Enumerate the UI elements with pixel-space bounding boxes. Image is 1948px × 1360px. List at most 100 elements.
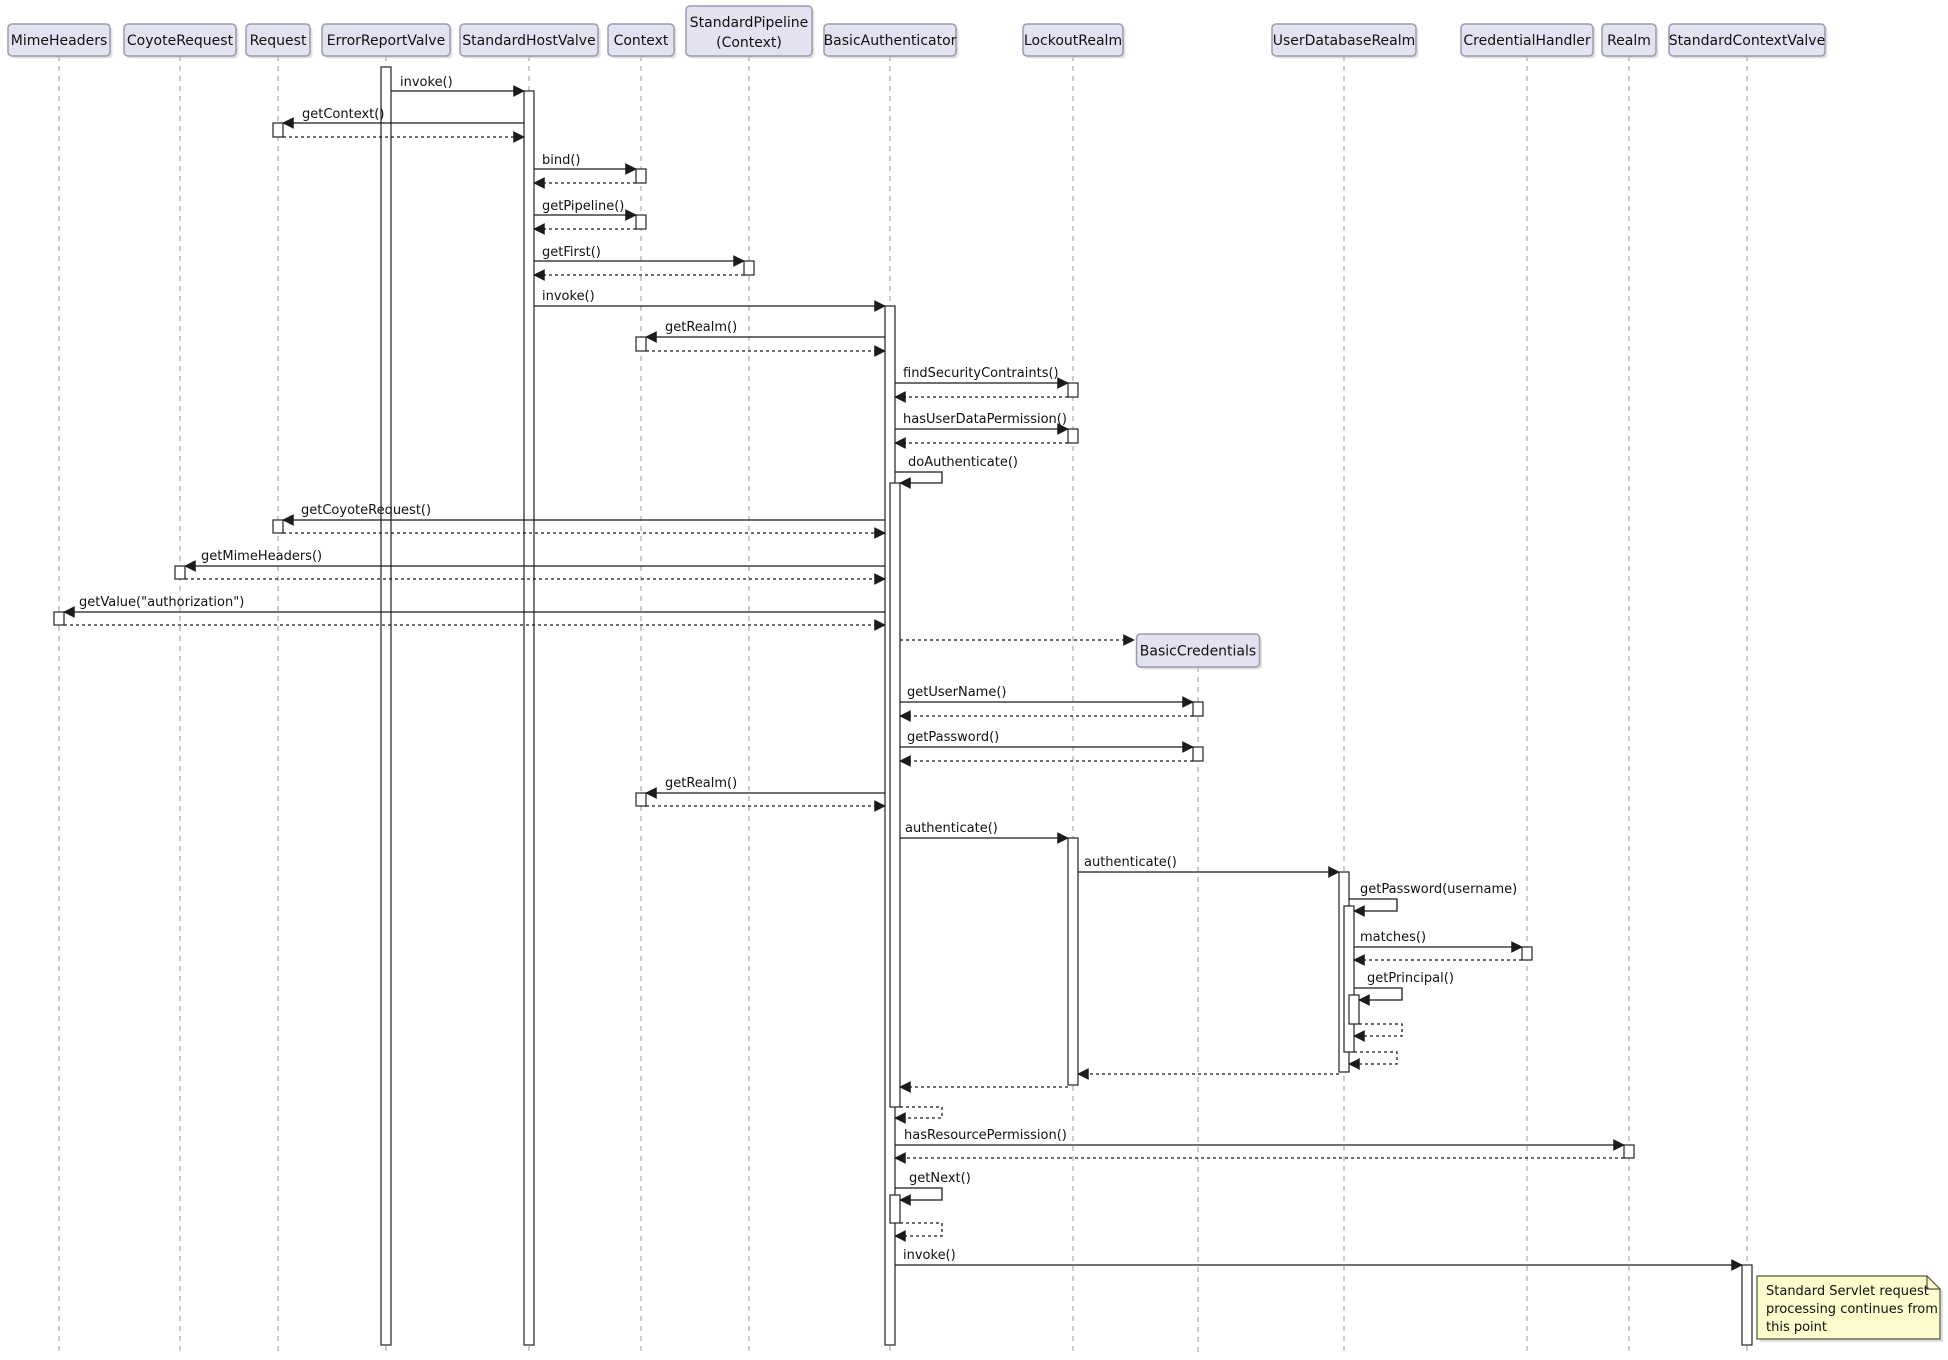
message-bind-: bind() bbox=[534, 153, 637, 175]
activation-bar bbox=[1741, 1264, 1753, 1346]
note-fold-icon bbox=[1926, 1276, 1940, 1290]
activation-bar bbox=[380, 66, 392, 1346]
activation-bar bbox=[1623, 1144, 1635, 1159]
return-message bbox=[894, 1106, 943, 1124]
activation-bar bbox=[1348, 994, 1360, 1025]
participant-box bbox=[1601, 23, 1657, 57]
message-getpipeline-: getPipeline() bbox=[534, 199, 637, 221]
activation-bar bbox=[1067, 837, 1079, 1086]
self-message-line bbox=[895, 471, 943, 489]
participant-box bbox=[123, 23, 237, 57]
self-message-line bbox=[1348, 1051, 1398, 1070]
message-label: hasUserDataPermission() bbox=[903, 412, 1067, 427]
message-label: getUserName() bbox=[907, 685, 1006, 700]
participant-label: StandardPipeline bbox=[690, 15, 808, 31]
message-getnext-: getNext() bbox=[895, 1171, 971, 1206]
message-getpassword-: getPassword() bbox=[900, 730, 1194, 753]
message-authenticate-: authenticate() bbox=[1078, 855, 1340, 878]
participant-box bbox=[685, 5, 813, 57]
participant-standardcontextvalve: StandardContextValve bbox=[1668, 23, 1828, 59]
message-label: getRealm() bbox=[665, 320, 737, 335]
participant-label: (Context) bbox=[716, 35, 782, 51]
messages: invoke() getContext() bind() getPipeline() g… bbox=[63, 75, 1743, 1271]
note: Standard Servlet request processing conti… bbox=[1756, 1275, 1943, 1342]
activation-bar bbox=[1067, 382, 1079, 398]
activation-bar bbox=[1192, 746, 1204, 762]
activation-bar bbox=[1343, 905, 1355, 1053]
message-getrealm-: getRealm() bbox=[645, 776, 885, 799]
message-label: getFirst() bbox=[542, 245, 601, 260]
message-label: invoke() bbox=[542, 289, 595, 304]
message-hasresourcepermission-: hasResourcePermission() bbox=[895, 1128, 1625, 1151]
participant-label: StandardHostValve bbox=[462, 33, 595, 49]
created-participant-basiccredentials: BasicCredentials bbox=[1135, 633, 1262, 670]
message-label: getValue("authorization") bbox=[79, 595, 244, 610]
message-getpassword-username-: getPassword(username) bbox=[1349, 882, 1517, 917]
activation-bar bbox=[53, 611, 65, 626]
participant-label: BasicAuthenticator bbox=[824, 33, 957, 49]
participant-box bbox=[1460, 23, 1594, 57]
message-getvalue-authorization-: getValue("authorization") bbox=[63, 595, 885, 618]
message-hasuserdatapermission-: hasUserDataPermission() bbox=[895, 412, 1069, 435]
self-message-line bbox=[1353, 1023, 1403, 1042]
message-label: hasResourcePermission() bbox=[904, 1128, 1067, 1143]
message-getprincipal-: getPrincipal() bbox=[1354, 971, 1454, 1006]
message-authenticate-: authenticate() bbox=[900, 821, 1069, 844]
self-message-line bbox=[894, 1106, 943, 1124]
participant-label: Realm bbox=[1607, 33, 1651, 49]
message-label: getRealm() bbox=[665, 776, 737, 791]
participant-label: MimeHeaders bbox=[11, 33, 108, 49]
message-getmimeheaders-: getMimeHeaders() bbox=[184, 549, 885, 572]
message-label: getContext() bbox=[302, 107, 384, 122]
self-message-line bbox=[895, 1187, 943, 1206]
note-text-line: this point bbox=[1766, 1320, 1827, 1335]
message-invoke-: invoke() bbox=[534, 289, 886, 312]
activation-bar bbox=[889, 1194, 901, 1224]
activation-bar bbox=[1521, 946, 1533, 961]
participant-label: LockoutRealm bbox=[1024, 33, 1122, 49]
message-invoke-: invoke() bbox=[895, 1248, 1743, 1271]
message-label: authenticate() bbox=[905, 821, 998, 836]
self-message-line bbox=[1354, 987, 1403, 1006]
message-label: getMimeHeaders() bbox=[201, 549, 322, 564]
message-label: getPipeline() bbox=[542, 199, 624, 214]
message-invoke-: invoke() bbox=[391, 75, 525, 97]
participant-context: Context bbox=[607, 23, 677, 59]
activation-bar bbox=[174, 565, 186, 580]
activation-bar bbox=[1067, 428, 1079, 444]
participant-realm: Realm bbox=[1601, 23, 1659, 59]
participant-box bbox=[245, 23, 311, 57]
activation-bar bbox=[743, 260, 755, 276]
message-label: getPassword() bbox=[907, 730, 999, 745]
message-label: invoke() bbox=[903, 1248, 956, 1263]
note-box bbox=[1756, 1275, 1941, 1340]
message-label: matches() bbox=[1360, 930, 1426, 945]
participant-box bbox=[7, 23, 111, 57]
participant-errorreportvalve: ErrorReportValve bbox=[321, 23, 453, 59]
activation-bar bbox=[635, 336, 647, 352]
message-label: getCoyoteRequest() bbox=[301, 503, 431, 518]
message-label: authenticate() bbox=[1084, 855, 1177, 870]
participant-standardhostvalve: StandardHostValve bbox=[459, 23, 601, 59]
participant-coyoterequest: CoyoteRequest bbox=[123, 23, 239, 59]
participant-lockoutrealm: LockoutRealm bbox=[1022, 23, 1126, 59]
message-label: getNext() bbox=[909, 1171, 971, 1186]
message-label: findSecurityContraints() bbox=[903, 366, 1059, 381]
participant-box bbox=[321, 23, 451, 57]
activation-bar bbox=[635, 214, 647, 230]
activation-bar bbox=[1192, 701, 1204, 717]
message-matches-: matches() bbox=[1354, 930, 1523, 953]
participant-label: BasicCredentials bbox=[1140, 644, 1256, 660]
message-label: getPassword(username) bbox=[1360, 882, 1517, 897]
participant-basicauthenticator: BasicAuthenticator bbox=[823, 23, 959, 59]
activation-bar bbox=[523, 90, 535, 1346]
return-message bbox=[1353, 1023, 1403, 1042]
participant-request: Request bbox=[245, 23, 313, 59]
message-getusername-: getUserName() bbox=[900, 685, 1194, 708]
activation-bar bbox=[635, 168, 647, 184]
activation-bar bbox=[889, 482, 901, 1108]
message-doauthenticate-: doAuthenticate() bbox=[895, 455, 1018, 489]
participant-box bbox=[1271, 23, 1417, 57]
participant-box bbox=[1668, 23, 1826, 57]
message-label: bind() bbox=[542, 153, 581, 168]
